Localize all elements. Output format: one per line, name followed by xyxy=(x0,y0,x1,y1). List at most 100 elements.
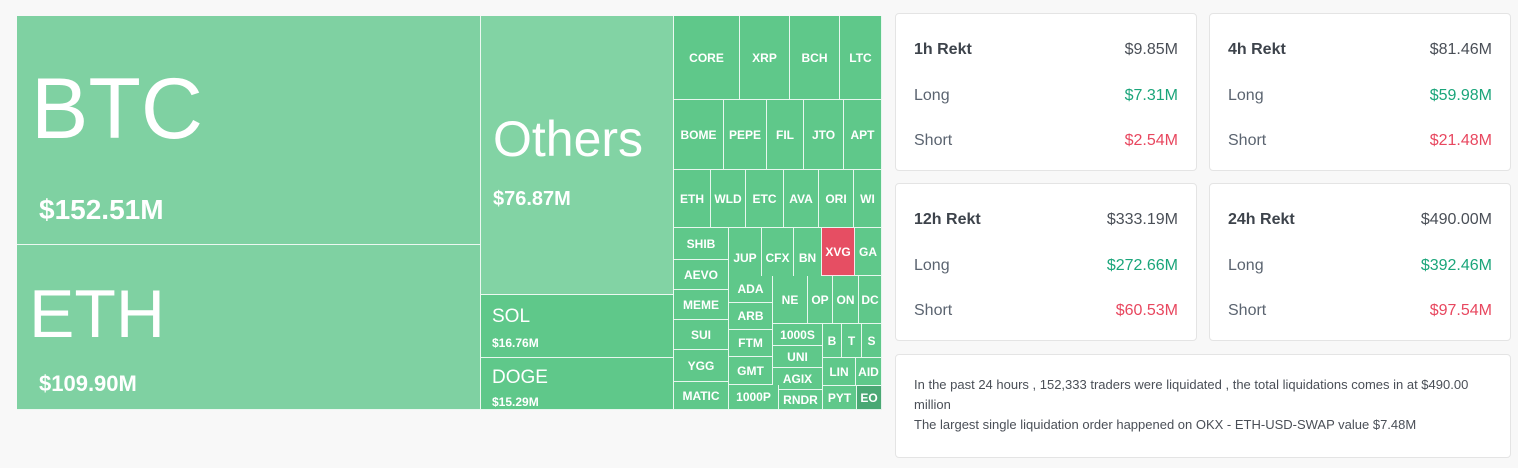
tile-value: $15.29M xyxy=(492,395,539,409)
card-row-short: Short $97.54M xyxy=(1228,302,1492,322)
tile-symbol: SOL xyxy=(492,306,531,327)
tile-ltc[interactable]: LTC xyxy=(840,16,882,100)
tile-symbol: WLD xyxy=(714,191,742,206)
tile-sol[interactable]: SOL $16.76M xyxy=(481,295,674,358)
tile-1000s[interactable]: 1000S xyxy=(773,324,823,346)
tile-ne[interactable]: NE xyxy=(773,276,808,324)
card-title: 24h Rekt xyxy=(1228,211,1295,228)
card-label-short: Short xyxy=(1228,132,1267,149)
tile-bch[interactable]: BCH xyxy=(790,16,840,100)
tile-symbol: RNDR xyxy=(783,392,818,407)
tile-jto[interactable]: JTO xyxy=(804,100,844,170)
card-total: $490.00M xyxy=(1420,211,1492,228)
tile-symbol: ADA xyxy=(737,282,764,296)
tile-shib[interactable]: SHIB xyxy=(674,228,729,260)
card-label-short: Short xyxy=(1228,302,1267,319)
tile-xvg[interactable]: XVG xyxy=(822,228,855,276)
card-amount-long: $59.98M xyxy=(1429,87,1492,104)
tile-others[interactable]: Others $76.87M xyxy=(481,16,674,295)
tile-pyt[interactable]: PYT xyxy=(823,386,857,410)
tile-symbol: GMT xyxy=(737,363,764,378)
liquidation-treemap: BTC $152.51M ETH $109.90M Others $76.87M SOL $1… xyxy=(17,16,882,410)
tile-symbol: AGIX xyxy=(782,371,813,386)
liquidation-summary: In the past 24 hours , 152,333 traders w… xyxy=(895,354,1511,458)
tile-ga[interactable]: GA xyxy=(855,228,882,276)
card-24h: 24h Rekt $490.00M Long $392.46M Short $97.54M xyxy=(1209,183,1511,341)
card-amount-long: $392.46M xyxy=(1420,257,1492,274)
tile-symbol: AEVO xyxy=(683,267,719,282)
tile-symbol: EO xyxy=(860,390,878,405)
card-4h: 4h Rekt $81.46M Long $59.98M Short $21.48M xyxy=(1209,13,1511,171)
tile-symbol: DOGE xyxy=(492,367,548,388)
tile-matic[interactable]: MATIC xyxy=(674,382,729,410)
card-label-long: Long xyxy=(1228,257,1264,274)
tile-op[interactable]: OP xyxy=(808,276,833,324)
tile-lin[interactable]: LIN xyxy=(823,358,856,386)
tile-symbol: SHIB xyxy=(686,236,716,251)
tile-ftm[interactable]: FTM xyxy=(729,330,773,357)
tile-etc[interactable]: ETC xyxy=(746,170,784,228)
tile-symbol: MEME xyxy=(683,297,719,312)
tile-symbol: NE xyxy=(781,292,799,307)
card-row-head: 12h Rekt $333.19M xyxy=(914,211,1178,231)
tile-symbol: S xyxy=(867,333,876,348)
tile-symbol: SUI xyxy=(690,327,712,342)
tile-arb[interactable]: ARB xyxy=(729,303,773,330)
summary-line-1: In the past 24 hours , 152,333 traders w… xyxy=(914,377,1469,412)
card-row-head: 4h Rekt $81.46M xyxy=(1228,41,1492,61)
tile-symbol: 1000P xyxy=(736,390,771,404)
card-title: 4h Rekt xyxy=(1228,41,1286,58)
tile-t[interactable]: T xyxy=(842,324,862,358)
card-row-short: Short $60.53M xyxy=(914,302,1178,322)
card-row-long: Long $272.66M xyxy=(914,257,1178,277)
tile-symbol: GA xyxy=(859,244,877,259)
tile-doge[interactable]: DOGE $15.29M xyxy=(481,358,674,410)
card-label-short: Short xyxy=(914,132,953,149)
tile-ori[interactable]: ORI xyxy=(819,170,854,228)
tile-aid[interactable]: AID xyxy=(856,358,882,386)
card-amount-short: $2.54M xyxy=(1124,132,1178,149)
tile-apt[interactable]: APT xyxy=(844,100,882,170)
tile-on[interactable]: ON xyxy=(833,276,859,324)
tile-eo[interactable]: EO xyxy=(857,386,882,410)
tile-gmt[interactable]: GMT xyxy=(729,357,773,385)
tile-ygg[interactable]: YGG xyxy=(674,350,729,382)
tile-pepe[interactable]: PEPE xyxy=(724,100,767,170)
tile-s[interactable]: S xyxy=(862,324,882,358)
tile-wld[interactable]: WLD xyxy=(711,170,746,228)
tile-symbol: B xyxy=(827,333,837,348)
tile-b[interactable]: B xyxy=(823,324,842,358)
tile-sui[interactable]: SUI xyxy=(674,320,729,350)
card-total: $333.19M xyxy=(1106,211,1178,228)
tile-fil[interactable]: FIL xyxy=(767,100,804,170)
tile-symbol: ETH xyxy=(680,191,704,206)
tile-ada[interactable]: ADA xyxy=(729,276,773,303)
tile-uni[interactable]: UNI xyxy=(773,346,823,368)
summary-line-2: The largest single liquidation order hap… xyxy=(914,417,1417,432)
card-title: 1h Rekt xyxy=(914,41,972,58)
tile-symbol: APT xyxy=(850,127,875,142)
tile-rndr[interactable]: RNDR xyxy=(779,390,823,410)
tile-symbol: UNI xyxy=(787,349,808,364)
card-row-head: 1h Rekt $9.85M xyxy=(914,41,1178,61)
tile-1000p[interactable]: 1000P xyxy=(729,385,779,410)
tile-eth[interactable]: ETH $109.90M xyxy=(17,245,481,410)
tile-bome[interactable]: BOME xyxy=(674,100,724,170)
tile-agix[interactable]: AGIX xyxy=(773,368,823,390)
tile-symbol: ARB xyxy=(737,309,764,323)
tile-core[interactable]: CORE xyxy=(674,16,740,100)
tile-symbol: T xyxy=(847,333,856,348)
tile-aevo[interactable]: AEVO xyxy=(674,260,729,290)
tile-xrp[interactable]: XRP xyxy=(740,16,790,100)
tile-eth[interactable]: ETH xyxy=(674,170,711,228)
tile-ava[interactable]: AVA xyxy=(784,170,819,228)
tile-symbol: LTC xyxy=(849,50,872,65)
tile-dc[interactable]: DC xyxy=(859,276,882,324)
card-amount-short: $21.48M xyxy=(1429,132,1492,149)
tile-symbol: ETC xyxy=(752,191,777,206)
card-amount-short: $97.54M xyxy=(1429,302,1492,319)
tile-wi[interactable]: WI xyxy=(854,170,882,228)
tile-meme[interactable]: MEME xyxy=(674,290,729,320)
card-12h: 12h Rekt $333.19M Long $272.66M Short $60.53M xyxy=(895,183,1197,341)
tile-btc[interactable]: BTC $152.51M xyxy=(17,16,481,245)
